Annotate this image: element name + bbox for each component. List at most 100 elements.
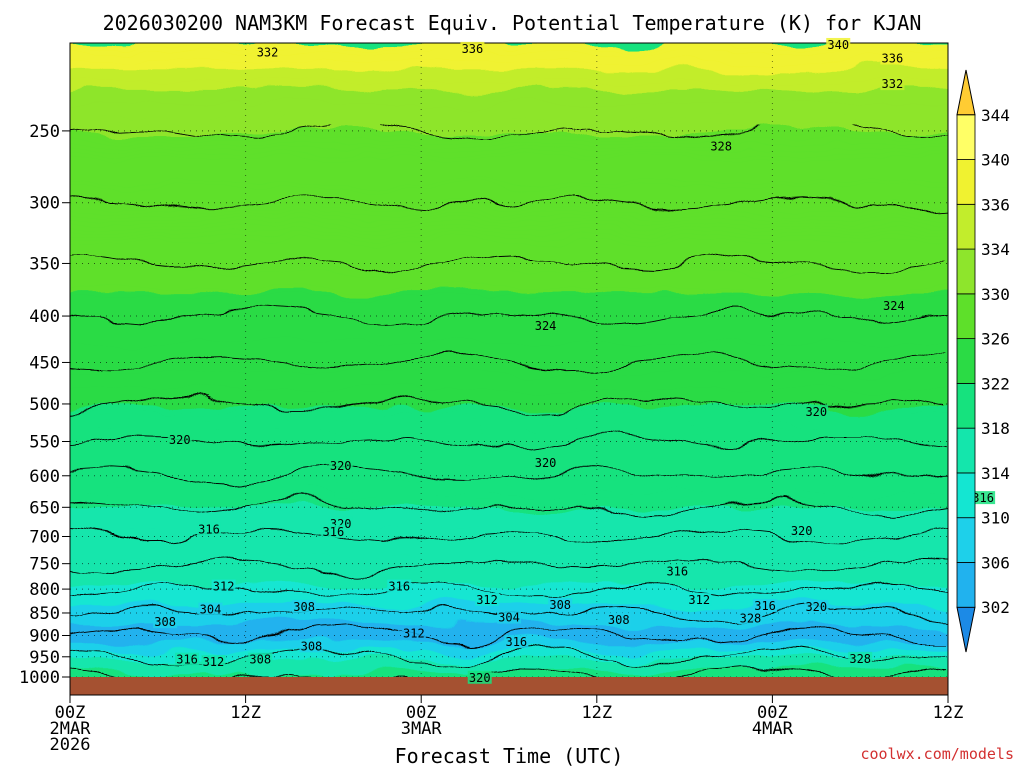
x-tick-label: 12Z [230, 703, 261, 723]
contour-label: 316 [198, 523, 220, 537]
field-band [70, 393, 948, 399]
field-band [70, 170, 948, 176]
isoline [70, 469, 948, 483]
contour-label: 308 [301, 639, 323, 653]
contour-label-bg [789, 523, 814, 537]
isoline [70, 557, 948, 571]
field-band [70, 275, 948, 281]
contour-label-bg [328, 458, 353, 472]
field-band [70, 372, 948, 378]
field-band [70, 225, 948, 231]
field-band [70, 541, 948, 547]
y-tick-label: 500 [29, 395, 60, 415]
field-band [70, 410, 948, 416]
y-tick-label: 800 [29, 580, 60, 600]
field-band [70, 452, 948, 458]
field-band [70, 663, 948, 669]
colorbar-swatch [956, 427, 976, 474]
field-band [70, 330, 948, 336]
contour-label-bg [497, 610, 521, 624]
field-band [70, 448, 948, 454]
field-band [70, 111, 948, 117]
field-band [70, 48, 948, 54]
contour-label: 324 [535, 319, 557, 333]
contour-label-bg [387, 579, 412, 593]
field-band [70, 77, 948, 83]
x-axis-label: Forecast Time (UTC) [395, 744, 624, 768]
gridlines [69, 43, 949, 678]
field-band [70, 549, 948, 555]
contour-label-bg [211, 579, 236, 593]
field-band [70, 174, 948, 180]
field-band [70, 140, 948, 147]
field-band [70, 553, 948, 559]
field-band [70, 465, 948, 471]
colorbar-label: 310 [981, 509, 1010, 528]
field-band [70, 385, 948, 391]
field-band [70, 284, 948, 290]
contour-label: 320 [791, 524, 813, 538]
contour-label: 320 [535, 456, 557, 470]
contour-label-bg [826, 37, 851, 51]
colorbar-swatch [956, 338, 976, 384]
field-band [70, 220, 948, 227]
contour-label: 328 [710, 139, 732, 153]
field-band [70, 545, 948, 551]
field-band [70, 423, 948, 429]
contour-label: 308 [549, 598, 571, 612]
colorbar-swatch [956, 472, 976, 519]
field-band [70, 600, 948, 606]
colorbar-label: 302 [981, 598, 1010, 617]
field-band [70, 124, 948, 130]
contour-label-bg [804, 599, 829, 613]
isoline [70, 650, 948, 664]
field-band [70, 44, 948, 50]
colorbar-swatch [956, 517, 976, 563]
contour-label: 332 [257, 46, 279, 60]
contour-label: 340 [827, 38, 849, 52]
field-band [70, 191, 948, 197]
field-band [70, 162, 948, 168]
field-band [70, 212, 948, 218]
field-band [70, 402, 948, 408]
contour-label-bg [198, 602, 223, 616]
y-tick-label: 850 [29, 604, 60, 624]
field-band [70, 507, 948, 513]
y-tick-label: 400 [29, 307, 60, 327]
field-band [70, 473, 948, 479]
contour-label-bg [255, 45, 280, 59]
ground-strip [70, 677, 948, 695]
field-band [70, 322, 948, 328]
field-band [70, 503, 948, 509]
y-tick-label: 1000 [19, 668, 60, 688]
x-tick-label: 00Z [55, 703, 86, 723]
field-band [70, 671, 948, 677]
colorbar-label: 314 [981, 464, 1010, 483]
contour-label-bg [533, 456, 558, 470]
contour-label-bg [292, 599, 317, 613]
field-band [70, 178, 948, 185]
contour-label: 316 [323, 525, 345, 539]
contour-label: 320 [469, 671, 491, 685]
contour-label-bg [504, 635, 529, 649]
contour-label-bg [475, 592, 500, 606]
field-band [70, 435, 948, 442]
field-band [70, 195, 948, 201]
y-tick-label: 350 [29, 254, 60, 274]
contour-label-bg [804, 404, 829, 418]
contour-label: 312 [476, 593, 498, 607]
contour-label-bg [880, 77, 905, 91]
isoline [70, 629, 948, 642]
contour-label-bg [548, 598, 573, 612]
contour-label-bg [197, 522, 222, 536]
field-band [70, 469, 948, 475]
field-band [70, 166, 948, 172]
colorbar-swatch [956, 606, 976, 653]
field-band [70, 81, 948, 88]
field-band [70, 263, 948, 269]
contour-label-bg [687, 592, 712, 606]
x-tick-label: 3MAR [401, 719, 443, 739]
contour-label: 320 [805, 405, 827, 419]
x-tick-label: 2026 [50, 735, 91, 755]
